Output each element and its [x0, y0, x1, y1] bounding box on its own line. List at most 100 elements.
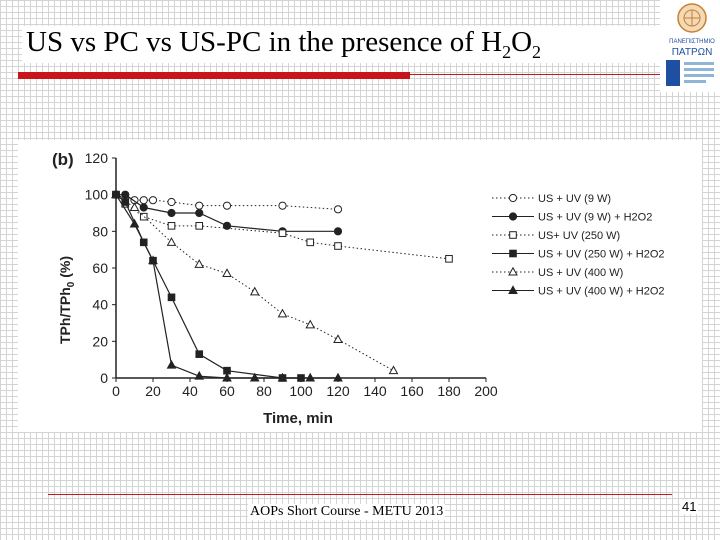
- series-line: [115, 194, 301, 379]
- series-6: [111, 189, 343, 382]
- chart-axes: 0 20 40 60 80 100 120 140 160 180 200 0 20 40 60 80 100 1…: [85, 150, 498, 399]
- y-tick-label: 80: [92, 223, 108, 239]
- x-tick-label: 140: [363, 383, 387, 399]
- page-number: 41: [680, 499, 699, 514]
- legend-marker: [509, 249, 517, 258]
- legend-item: US+ UV (250 W): [492, 230, 620, 242]
- data-point: [195, 201, 204, 210]
- data-point: [249, 372, 260, 382]
- legend-label: US + UV (400 W): [538, 267, 623, 279]
- legend-item: US + UV (9 W) + H2O2: [492, 212, 652, 224]
- title-text-o: O: [511, 26, 533, 58]
- data-point: [278, 201, 287, 210]
- legend-item: US + UV (9 W): [492, 193, 611, 205]
- data-point: [305, 319, 316, 329]
- data-point: [249, 286, 260, 296]
- data-point: [194, 259, 205, 268]
- logo-text-2: ΠΑΤΡΩΝ: [672, 47, 713, 58]
- data-point: [222, 221, 232, 230]
- data-point: [306, 238, 315, 247]
- data-point: [333, 372, 343, 382]
- data-point: [167, 197, 176, 207]
- data-point: [139, 203, 148, 212]
- chart-panel: (b) 0 20 40 60 80 100 120 140 160 180 200 0 20 40 60 80…: [18, 140, 702, 432]
- y-axis-label-subscript: 0: [66, 281, 77, 287]
- title-underline-line: [410, 74, 660, 75]
- data-point: [195, 208, 204, 218]
- x-tick-label: 0: [112, 383, 120, 399]
- y-tick-label: 120: [85, 150, 109, 166]
- x-tick-label: 160: [400, 383, 424, 399]
- legend-item: US + UV (400 W): [492, 266, 623, 279]
- data-point: [333, 334, 343, 343]
- y-tick-label: 100: [85, 187, 109, 203]
- data-point: [167, 208, 176, 218]
- data-point: [334, 242, 342, 250]
- y-tick-label: 60: [92, 260, 108, 276]
- line-chart: (b) 0 20 40 60 80 100 120 140 160 180 200 0 20 40 60 80…: [52, 150, 665, 427]
- y-tick-label: 40: [92, 297, 108, 313]
- title-subscript: 2: [502, 41, 512, 62]
- data-point: [121, 190, 130, 199]
- title-subscript-2: 2: [532, 41, 542, 62]
- data-point: [148, 196, 158, 205]
- data-point: [222, 372, 232, 382]
- legend-marker: [509, 231, 517, 239]
- data-point: [277, 372, 288, 382]
- series-5: [111, 189, 399, 375]
- slide-title: US vs PC vs US-PC in the presence of H2O…: [22, 26, 670, 63]
- legend-marker: [508, 193, 518, 203]
- legend-marker: [508, 285, 518, 294]
- x-tick-label: 180: [437, 383, 461, 399]
- legend-label: US+ UV (250 W): [538, 230, 620, 242]
- data-point: [129, 218, 140, 228]
- x-tick-label: 120: [326, 383, 350, 399]
- data-point: [121, 198, 130, 206]
- series-line: [115, 194, 338, 379]
- chart-legend: US + UV (9 W) US + UV (9 W) + H2O2 US+ UV …: [492, 193, 665, 298]
- data-point: [129, 202, 140, 211]
- data-point: [222, 201, 232, 210]
- x-tick-label: 20: [145, 383, 161, 399]
- legend-marker: [508, 212, 518, 221]
- y-axis-label: TPh/TPh0 (%): [57, 256, 77, 344]
- data-point: [277, 308, 288, 318]
- data-point: [166, 237, 177, 246]
- data-point: [167, 222, 176, 230]
- data-point: [139, 212, 148, 221]
- series-line: [115, 194, 394, 372]
- data-point: [195, 350, 204, 358]
- x-tick-label: 100: [289, 383, 313, 399]
- university-logo: ΠΑΝΕΠΙΣΤΗΜΙΟ ΠΑΤΡΩΝ: [660, 0, 720, 92]
- data-point: [333, 205, 343, 214]
- x-tick-label: 200: [474, 383, 498, 399]
- title-underline-bar: [18, 72, 410, 79]
- legend-label: US + UV (250 W) + H2O2: [538, 249, 665, 261]
- legend-label: US + UV (9 W): [538, 193, 611, 205]
- y-axis-label-text: TPh/TPh: [57, 287, 73, 344]
- data-point: [305, 372, 316, 382]
- panel-label: (b): [52, 150, 74, 169]
- legend-label: US + UV (9 W) + H2O2: [538, 212, 652, 224]
- legend-item: US + UV (400 W) + H2O2: [492, 285, 665, 298]
- data-point: [278, 229, 287, 237]
- x-tick-label: 60: [219, 383, 235, 399]
- legend-label: US + UV (400 W) + H2O2: [538, 286, 665, 298]
- y-axis-label-unit: (%): [57, 256, 73, 282]
- data-point: [148, 255, 158, 265]
- logo-graphic: ΠΑΝΕΠΙΣΤΗΜΙΟ ΠΑΤΡΩΝ: [666, 3, 715, 86]
- data-point: [445, 255, 453, 263]
- x-tick-label: 80: [256, 383, 272, 399]
- title-text: US vs PC vs US-PC in the presence of H: [26, 26, 503, 58]
- footer-text: AOPs Short Course - METU 2013: [248, 504, 446, 520]
- data-point: [139, 196, 148, 205]
- x-tick-label: 40: [182, 383, 198, 399]
- data-point: [333, 227, 343, 236]
- legend-marker: [508, 266, 518, 276]
- y-tick-label: 20: [92, 333, 108, 349]
- legend-item: US + UV (250 W) + H2O2: [492, 249, 665, 261]
- footer-rule: [48, 494, 672, 495]
- data-point: [111, 189, 121, 199]
- data-point: [167, 293, 176, 302]
- chart-series: [111, 189, 453, 382]
